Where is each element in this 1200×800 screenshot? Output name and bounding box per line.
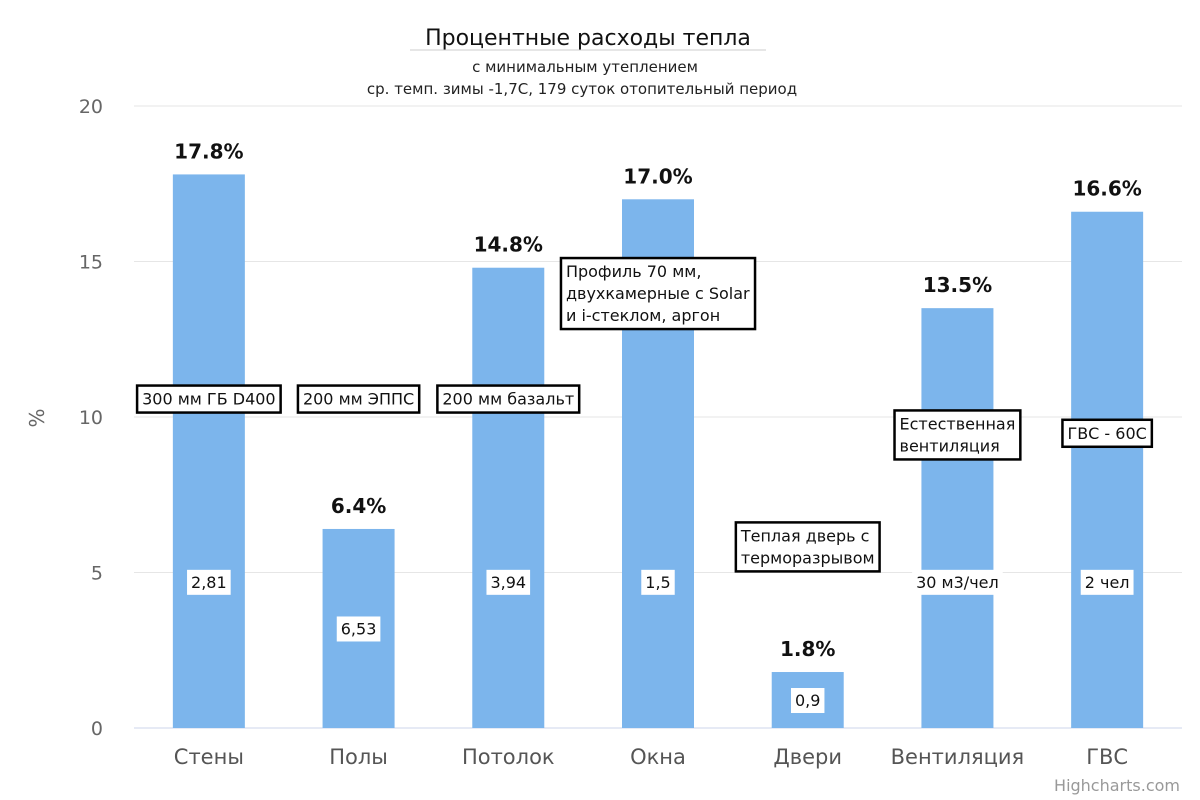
bar-inner-label: 0,9 — [790, 688, 825, 714]
annotation-text: ГВС - 60С — [1067, 424, 1146, 443]
y-tick-label: 0 — [91, 718, 103, 740]
chart-title: Процентные расходы тепла — [425, 26, 751, 51]
bar-inner-label-box — [1080, 569, 1134, 595]
annotation-text: Теплая дверь с — [740, 526, 870, 545]
annotation-border — [893, 409, 1022, 461]
annotation-box: Профиль 70 мм, двухкамерные с Solar и i-ст… — [559, 256, 757, 331]
bar-inner-label: 6,53 — [336, 616, 381, 642]
annotation-border — [559, 256, 757, 331]
y-tick-label: 10 — [79, 407, 103, 429]
y-tick-label: 5 — [91, 563, 103, 585]
annotation-text: 300 мм ГБ D400 — [142, 390, 276, 409]
data-labels: 17.8% 6.4% 14.8% 17.0% 1.8% 13.5% 16.6% — [174, 139, 1142, 661]
x-tick-label: Вентиляция — [891, 745, 1025, 769]
bar-inner-label-box — [912, 569, 1003, 595]
annotation-text: и i-стеклом, аргон — [566, 306, 720, 325]
bar-inner-label-text: 2,81 — [191, 573, 227, 592]
bar-inner-label: 2 чел — [1080, 569, 1134, 595]
annotation-text: 200 мм ЭППС — [303, 390, 414, 409]
x-tick-label: Окна — [630, 745, 686, 769]
annotation-text: Естественная — [900, 414, 1016, 433]
bar-inner-label-box — [187, 569, 231, 595]
annotation-text: вентиляция — [900, 436, 1000, 455]
annotation-border — [135, 384, 282, 414]
bar-inner-label-box — [336, 616, 381, 642]
annotation-box: ГВС - 60С — [1061, 418, 1154, 449]
annotation-text: терморазрывом — [741, 548, 875, 567]
y-axis-label: % — [25, 408, 49, 427]
bar-inner-label-text: 1,5 — [645, 573, 670, 592]
annotation-text: Профиль 70 мм, — [566, 262, 701, 281]
bar-data-label: 13.5% — [923, 273, 992, 297]
bar-inner-label-text: 3,94 — [490, 573, 526, 592]
bar-inner-label: 2,81 — [187, 569, 231, 595]
bar-inner-label-box — [790, 688, 825, 714]
bar-data-label: 17.0% — [623, 164, 692, 188]
bar-data-label: 14.8% — [474, 233, 543, 257]
bar[interactable] — [1071, 211, 1144, 729]
bar-inner-label-text: 0,9 — [795, 691, 820, 710]
x-tick-label: Стены — [174, 745, 244, 769]
x-tick-label: Полы — [329, 745, 388, 769]
y-tick-label: 20 — [79, 96, 103, 118]
annotation-box: Теплая дверь с терморазрывом — [734, 521, 881, 573]
chart-subtitle-line-1: с минимальным утеплением — [472, 58, 698, 76]
bar-data-label: 1.8% — [780, 637, 835, 661]
bar[interactable] — [472, 267, 545, 728]
y-tick-label: 15 — [79, 252, 103, 274]
x-axis-ticks: Стены Полы Потолок Окна Двери Вентиляция ГВС — [174, 745, 1128, 769]
x-tick-label: Потолок — [462, 745, 555, 769]
x-tick-label: ГВС — [1086, 745, 1128, 769]
bar-inner-label: 3,94 — [486, 569, 531, 595]
annotation-box: 300 мм ГБ D400 — [135, 384, 282, 414]
chart-subtitle-line-2: ср. темп. зимы -1,7С, 179 суток отопител… — [367, 80, 797, 98]
annotation-border — [734, 521, 881, 573]
x-tick-label: Двери — [773, 745, 842, 769]
annotation-border — [296, 384, 421, 414]
annotation-text: двухкамерные с Solar — [566, 284, 750, 303]
bar-inner-label: 1,5 — [641, 569, 675, 595]
annotation-box: 200 мм базальт — [436, 384, 581, 414]
bar[interactable] — [921, 308, 994, 728]
bar-inner-label-text: 30 м3/чел — [916, 573, 999, 592]
credits-link[interactable]: Highcharts.com — [1054, 776, 1180, 795]
y-axis-ticks: 0 5 10 15 20 — [79, 96, 103, 740]
bar-data-label: 6.4% — [331, 494, 386, 518]
bar-inner-label-box — [641, 569, 675, 595]
annotation-border — [1061, 418, 1154, 449]
bar-inner-label-box — [486, 569, 531, 595]
annotation-box: 200 мм ЭППС — [296, 384, 421, 414]
bar[interactable] — [172, 174, 245, 729]
annotation-text: 200 мм базальт — [442, 390, 574, 409]
annotations: 300 мм ГБ D400 200 мм ЭППС 200 мм базальт П… — [135, 256, 1154, 573]
bar-data-label: 17.8% — [174, 139, 243, 163]
bars — [172, 174, 1144, 729]
inner-labels: 2,81 6,53 3,94 1,5 0,9 30 м3/чел 2 чел — [187, 569, 1134, 714]
annotation-box: Естественная вентиляция — [893, 409, 1022, 461]
bar-inner-label-text: 6,53 — [341, 619, 377, 638]
bar-data-label: 16.6% — [1072, 177, 1141, 201]
annotation-border — [436, 384, 581, 414]
bar-inner-label-text: 2 чел — [1085, 573, 1130, 592]
bar-inner-label: 30 м3/чел — [912, 569, 1003, 595]
